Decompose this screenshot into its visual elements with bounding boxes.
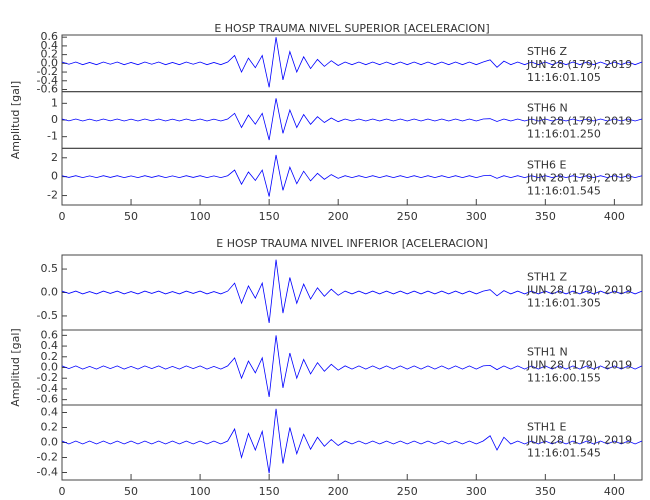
y-tick-label: 0.4 bbox=[41, 39, 59, 52]
x-tick-label: 350 bbox=[535, 485, 556, 498]
y-tick-label: 0.0 bbox=[41, 56, 59, 69]
y-tick-label: 0.4 bbox=[41, 406, 59, 419]
y-tick-label: 0 bbox=[51, 170, 58, 183]
x-tick-label: 200 bbox=[328, 210, 349, 223]
x-tick-label: 400 bbox=[604, 485, 625, 498]
date-label: JUN 28 (179), 2019 bbox=[526, 115, 632, 128]
y-tick-label: -0.5 bbox=[37, 309, 58, 322]
y-tick-label: 1 bbox=[51, 96, 58, 109]
date-label: JUN 28 (179), 2019 bbox=[526, 359, 632, 372]
x-tick-label: 50 bbox=[124, 210, 138, 223]
y-tick-label: -1 bbox=[47, 130, 58, 143]
x-tick-label: 150 bbox=[259, 485, 280, 498]
waveform bbox=[61, 37, 643, 88]
x-tick-label: 50 bbox=[124, 485, 138, 498]
y-tick-label: -0.4 bbox=[37, 74, 58, 87]
x-tick-label: 0 bbox=[59, 485, 66, 498]
station-label: STH6 E bbox=[527, 158, 566, 171]
x-tick-label: 100 bbox=[190, 210, 211, 223]
time-label: 11:16:01.105 bbox=[527, 71, 601, 84]
waveform bbox=[61, 335, 643, 398]
x-tick-label: 250 bbox=[397, 485, 418, 498]
time-label: 11:16:01.305 bbox=[527, 297, 601, 310]
time-label: 11:16:01.250 bbox=[527, 128, 601, 141]
time-label: 11:16:01.545 bbox=[527, 447, 601, 460]
y-tick-label: 2 bbox=[51, 151, 58, 164]
x-tick-label: 100 bbox=[190, 485, 211, 498]
x-tick-label: 150 bbox=[259, 210, 280, 223]
y-tick-label: 0.0 bbox=[41, 286, 59, 299]
y-tick-label: -0.2 bbox=[37, 371, 58, 384]
y-tick-label: 0.2 bbox=[41, 421, 59, 434]
y-axis-label: Amplitud [gal] bbox=[9, 81, 22, 159]
date-label: JUN 28 (179), 2019 bbox=[526, 58, 632, 71]
date-label: JUN 28 (179), 2019 bbox=[526, 434, 632, 447]
y-tick-label: 0.0 bbox=[41, 361, 59, 374]
time-label: 11:16:01.545 bbox=[527, 184, 601, 197]
waveform bbox=[61, 408, 643, 474]
y-tick-label: 0.2 bbox=[41, 48, 59, 61]
x-tick-label: 400 bbox=[604, 210, 625, 223]
waveform bbox=[61, 154, 643, 197]
date-label: JUN 28 (179), 2019 bbox=[526, 284, 632, 297]
waveform bbox=[61, 259, 643, 324]
x-tick-label: 200 bbox=[328, 485, 349, 498]
y-tick-label: -0.6 bbox=[37, 393, 58, 406]
x-tick-label: 250 bbox=[397, 210, 418, 223]
waveform bbox=[61, 98, 643, 141]
time-label: 11:16:00.155 bbox=[527, 372, 601, 385]
x-tick-label: 350 bbox=[535, 210, 556, 223]
station-label: STH6 Z bbox=[527, 45, 567, 58]
y-tick-label: -0.4 bbox=[37, 466, 58, 479]
x-tick-label: 300 bbox=[466, 210, 487, 223]
y-tick-label: 0.4 bbox=[41, 339, 59, 352]
station-label: STH1 Z bbox=[527, 271, 567, 284]
y-tick-label: -0.2 bbox=[37, 65, 58, 78]
y-tick-label: -0.6 bbox=[37, 82, 58, 95]
y-tick-label: 0.0 bbox=[41, 436, 59, 449]
y-tick-label: -0.2 bbox=[37, 451, 58, 464]
y-tick-label: 0 bbox=[51, 113, 58, 126]
chart-title: E HOSP TRAUMA NIVEL SUPERIOR [ACELERACIO… bbox=[214, 22, 489, 35]
y-tick-label: 0.5 bbox=[41, 262, 59, 275]
chart-title: E HOSP TRAUMA NIVEL INFERIOR [ACELERACIO… bbox=[216, 237, 487, 250]
y-tick-label: 0.6 bbox=[41, 30, 59, 43]
station-label: STH6 N bbox=[527, 102, 568, 115]
y-tick-label: 0.2 bbox=[41, 350, 59, 363]
date-label: JUN 28 (179), 2019 bbox=[526, 171, 632, 184]
station-label: STH1 E bbox=[527, 421, 566, 434]
y-tick-label: -2 bbox=[47, 189, 58, 202]
x-tick-label: 300 bbox=[466, 485, 487, 498]
x-tick-label: 0 bbox=[59, 210, 66, 223]
station-label: STH1 N bbox=[527, 346, 568, 359]
y-tick-label: 0.6 bbox=[41, 328, 59, 341]
y-tick-label: -0.4 bbox=[37, 382, 58, 395]
y-axis-label: Amplitud [gal] bbox=[9, 328, 22, 406]
